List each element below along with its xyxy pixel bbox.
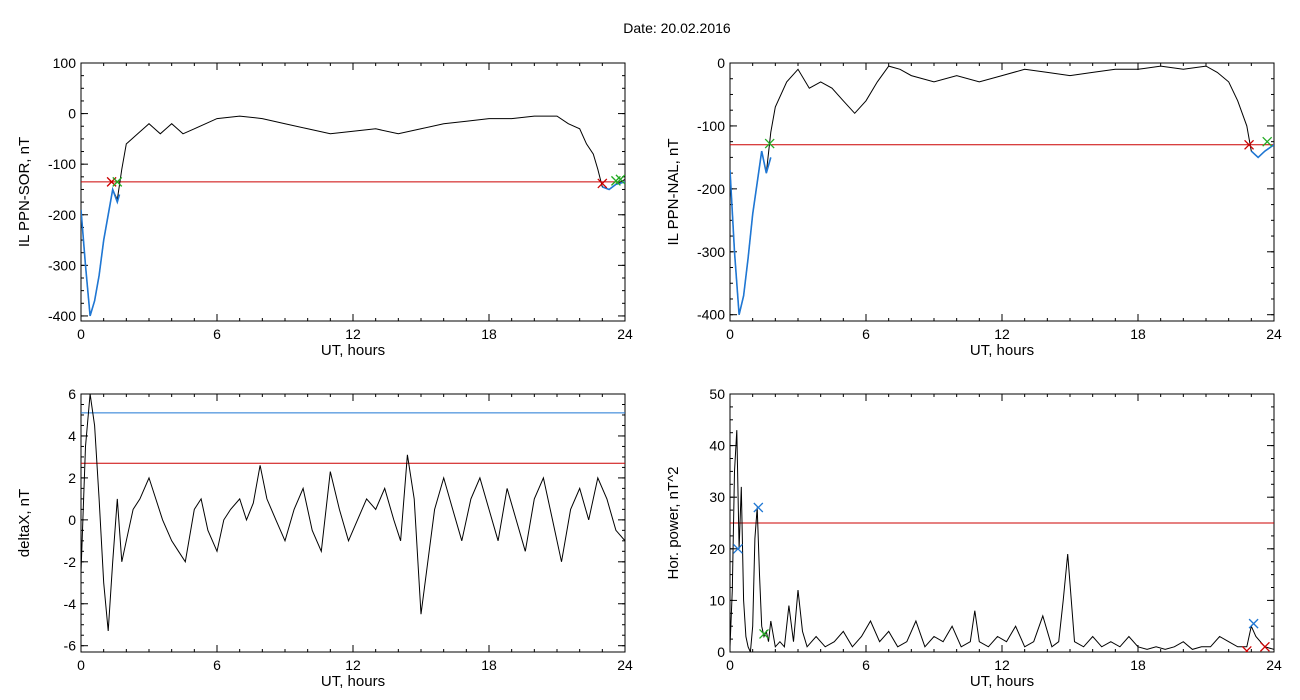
- x-marker: [1262, 136, 1273, 147]
- series-line: [81, 115, 625, 317]
- x-tick-label: 0: [77, 657, 85, 673]
- y-tick-label: 100: [53, 55, 77, 71]
- y-axis-label: deltaX, nT: [16, 489, 33, 557]
- y-tick-label: 4: [68, 428, 76, 444]
- y-axis-label: IL PPN-SOR, nT: [16, 137, 33, 247]
- plot-frame: [729, 62, 1275, 322]
- plot-area: [730, 65, 1274, 315]
- x-marker: [1244, 139, 1255, 150]
- series-line-highlight: [81, 186, 121, 317]
- x-marker-stroke: [615, 174, 625, 185]
- x-marker: [1248, 618, 1259, 629]
- figure-title: Date: 20.02.2016: [623, 20, 731, 36]
- y-tick-label: 50: [709, 386, 725, 402]
- y-tick-label: 0: [717, 644, 725, 660]
- plot-frame: [80, 393, 626, 653]
- x-tick-label: 0: [726, 657, 734, 673]
- x-marker-stroke: [764, 138, 775, 149]
- x-tick-label: 12: [345, 326, 361, 342]
- x-marker-stroke: [753, 502, 764, 513]
- series-line-highlight: [730, 150, 772, 315]
- x-tick-label: 6: [213, 657, 221, 673]
- x-tick-label: 12: [994, 326, 1010, 342]
- y-tick-label: -4: [64, 596, 77, 612]
- x-axis-label: UT, hours: [970, 342, 1034, 359]
- x-tick-label: 24: [617, 657, 633, 673]
- x-axis-label: UT, hours: [970, 673, 1034, 690]
- y-tick-label: -200: [48, 207, 76, 223]
- x-marker: [1259, 641, 1270, 652]
- x-marker-stroke: [1248, 618, 1259, 629]
- x-tick-label: 6: [862, 326, 870, 342]
- x-tick-label: 24: [617, 326, 633, 342]
- panel-power: 0 6 12 18 24 0 10 20 30 40 50 UT, hours Hor. power, …: [665, 386, 1282, 690]
- x-marker-stroke: [1259, 641, 1270, 652]
- plot-area: [730, 430, 1274, 652]
- x-tick-label: 0: [726, 326, 734, 342]
- y-tick-label: -300: [697, 244, 725, 260]
- x-marker-stroke: [112, 176, 123, 187]
- y-tick-label: -400: [48, 308, 76, 324]
- x-axis-label: UT, hours: [321, 342, 385, 359]
- x-marker: [112, 176, 123, 187]
- plot-frame: [80, 62, 626, 322]
- x-tick-label: 12: [345, 657, 361, 673]
- y-tick-label: 6: [68, 386, 76, 402]
- y-tick-label: 0: [717, 55, 725, 71]
- x-marker: [753, 502, 764, 513]
- plot-area: [81, 115, 625, 317]
- x-axis-label: UT, hours: [321, 673, 385, 690]
- y-tick-label: 30: [709, 489, 725, 505]
- y-tick-label: 40: [709, 438, 725, 454]
- y-axis-label: Hor. power, nT^2: [665, 467, 682, 580]
- x-tick-label: 0: [77, 326, 85, 342]
- x-tick-label: 12: [994, 657, 1010, 673]
- y-tick-label: 10: [709, 592, 725, 608]
- series-line-highlight: [1250, 144, 1274, 159]
- x-marker-stroke: [1244, 139, 1255, 150]
- x-marker: [597, 178, 608, 189]
- series-line: [81, 394, 625, 632]
- plot-area: [81, 394, 625, 632]
- y-tick-label: 0: [68, 512, 76, 528]
- y-axis-label: IL PPN-NAL, nT: [665, 139, 682, 246]
- x-tick-label: 6: [862, 657, 870, 673]
- panel-sor: 0 6 12 18 24 -400 -300 -200 -100 0 100 UT, hours IL …: [16, 55, 633, 359]
- series-line: [730, 65, 1274, 315]
- x-marker: [615, 174, 625, 185]
- x-tick-label: 18: [481, 326, 497, 342]
- x-marker-stroke: [732, 543, 743, 554]
- x-tick-label: 18: [1130, 657, 1146, 673]
- y-tick-label: 2: [68, 470, 76, 486]
- series-line-highlight: [602, 181, 625, 191]
- series-line: [730, 430, 1274, 652]
- panel-nal: 0 6 12 18 24 -400 -300 -200 -100 0 UT, hours IL PPN…: [665, 55, 1282, 359]
- x-tick-label: 24: [1266, 657, 1282, 673]
- x-marker: [764, 138, 775, 149]
- x-marker-stroke: [1262, 136, 1273, 147]
- x-marker: [732, 543, 743, 554]
- x-tick-label: 6: [213, 326, 221, 342]
- y-tick-label: -100: [48, 156, 76, 172]
- y-tick-label: -6: [64, 638, 77, 654]
- y-tick-label: 0: [68, 106, 76, 122]
- y-tick-label: 20: [709, 541, 725, 557]
- x-marker-stroke: [1244, 646, 1252, 652]
- x-tick-label: 24: [1266, 326, 1282, 342]
- x-marker: [1241, 646, 1252, 652]
- x-marker: [759, 628, 769, 639]
- x-marker-stroke: [759, 628, 769, 639]
- y-tick-label: -400: [697, 307, 725, 323]
- y-tick-label: -200: [697, 181, 725, 197]
- y-tick-label: -2: [64, 554, 77, 570]
- x-tick-label: 18: [1130, 326, 1146, 342]
- x-tick-label: 18: [481, 657, 497, 673]
- x-marker-stroke: [597, 178, 608, 189]
- y-tick-label: -100: [697, 118, 725, 134]
- y-tick-label: -300: [48, 257, 76, 273]
